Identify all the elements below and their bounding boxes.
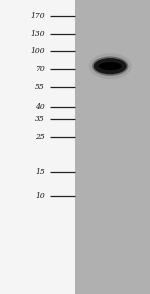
- Ellipse shape: [89, 53, 132, 79]
- Text: 40: 40: [35, 103, 45, 111]
- Text: 35: 35: [35, 115, 45, 123]
- Ellipse shape: [99, 62, 122, 70]
- Text: 25: 25: [35, 133, 45, 141]
- Text: 15: 15: [35, 168, 45, 176]
- Text: 10: 10: [35, 191, 45, 200]
- Bar: [75, 0, 150, 294]
- Ellipse shape: [92, 56, 128, 76]
- Text: 170: 170: [30, 12, 45, 20]
- Text: 55: 55: [35, 83, 45, 91]
- Ellipse shape: [94, 58, 127, 74]
- Text: 130: 130: [30, 30, 45, 38]
- Text: 100: 100: [30, 47, 45, 56]
- Bar: [0, 0, 75, 294]
- Text: 70: 70: [35, 65, 45, 73]
